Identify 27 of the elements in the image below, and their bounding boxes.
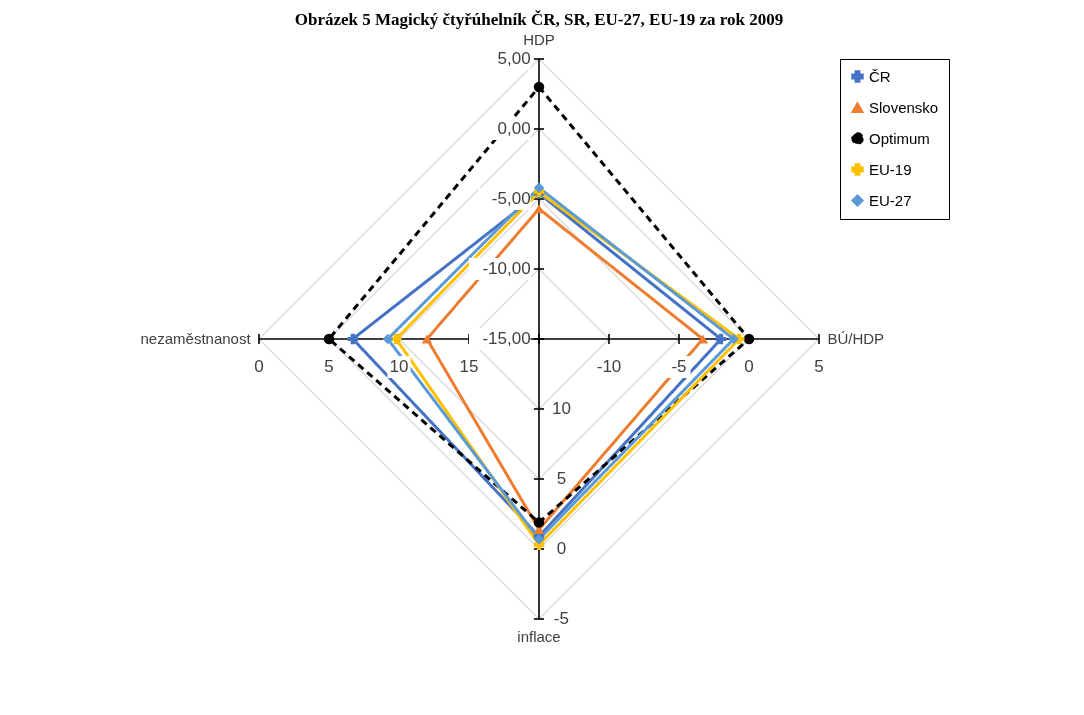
- legend-label: Optimum: [869, 129, 930, 147]
- y-tick-label: -10,00: [482, 259, 531, 278]
- legend-label: EU-19: [869, 160, 912, 178]
- y-tick-label: 0,00: [497, 119, 531, 138]
- spoke-label: inflace: [517, 628, 561, 646]
- legend-label: Slovensko: [869, 98, 939, 116]
- spoke-label: nezaměstnanost: [140, 330, 252, 347]
- text: 0: [556, 539, 567, 558]
- text: 10: [389, 357, 409, 376]
- spoke-label: HDP: [523, 30, 555, 48]
- text: -5: [671, 357, 687, 376]
- text: 5: [324, 357, 334, 376]
- text: 5: [814, 357, 824, 376]
- y-tick-label: -15,00: [482, 329, 531, 348]
- text: -5: [553, 609, 569, 628]
- text: 0: [254, 357, 264, 376]
- spoke-label: BÚ/HDP: [827, 330, 885, 347]
- text: 5: [556, 469, 567, 488]
- text: 15: [459, 357, 479, 376]
- legend-label: EU-27: [869, 191, 912, 209]
- y-tick-label: 5,00: [497, 49, 531, 68]
- y-tick-label: -5,00: [491, 189, 531, 208]
- legend-label: ČR: [869, 67, 891, 85]
- chart-title: Obrázek 5 Magický čtyřúhelník ČR, SR, EU-27, EU-19 za rok 2009: [294, 9, 784, 29]
- text: 0: [744, 357, 754, 376]
- text: -10: [596, 357, 622, 376]
- text: 10: [551, 399, 571, 418]
